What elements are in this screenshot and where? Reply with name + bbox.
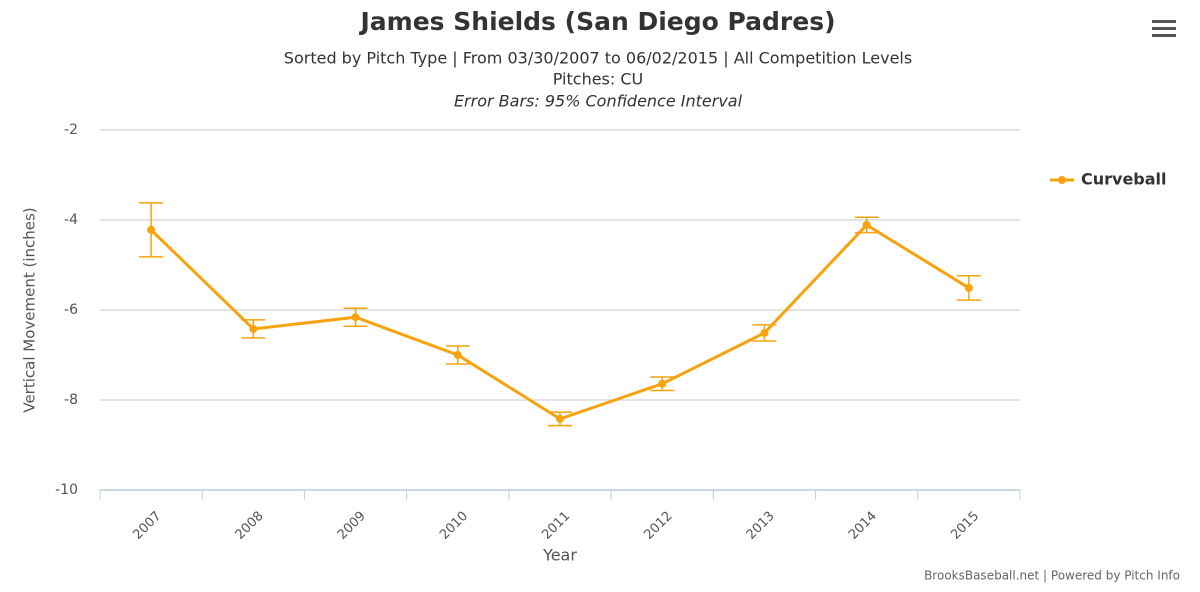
legend-label: Curveball: [1081, 170, 1167, 189]
data-point: [147, 225, 156, 234]
y-tick-label: -2: [64, 122, 78, 138]
data-point: [964, 283, 973, 292]
chart-subtitle: Pitches: CU: [553, 70, 644, 89]
data-point: [760, 328, 769, 337]
y-tick-label: -4: [64, 212, 78, 228]
data-point: [658, 379, 667, 388]
data-point: [351, 313, 360, 322]
data-point: [453, 351, 462, 359]
menu-bar: [1152, 20, 1176, 23]
credits: BrooksBaseball.net | Powered by Pitch In…: [924, 569, 1180, 583]
chart-subtitle: Sorted by Pitch Type | From 03/30/2007 t…: [284, 49, 912, 68]
y-axis-label: Vertical Movement (inches): [21, 207, 39, 412]
x-axis-label: Year: [542, 546, 577, 565]
y-tick-label: -6: [64, 302, 78, 318]
chart-title: James Shields (San Diego Padres): [359, 7, 836, 36]
y-tick-label: -8: [64, 392, 78, 408]
y-tick-label: -10: [55, 482, 78, 498]
menu-icon[interactable]: [1152, 20, 1176, 37]
data-point: [249, 324, 258, 333]
legend-symbol: [1058, 176, 1066, 184]
menu-bar: [1152, 34, 1176, 37]
menu-bar: [1152, 27, 1176, 30]
chart-note: Error Bars: 95% Confidence Interval: [454, 92, 743, 111]
data-point: [556, 414, 564, 423]
data-point: [862, 220, 871, 229]
